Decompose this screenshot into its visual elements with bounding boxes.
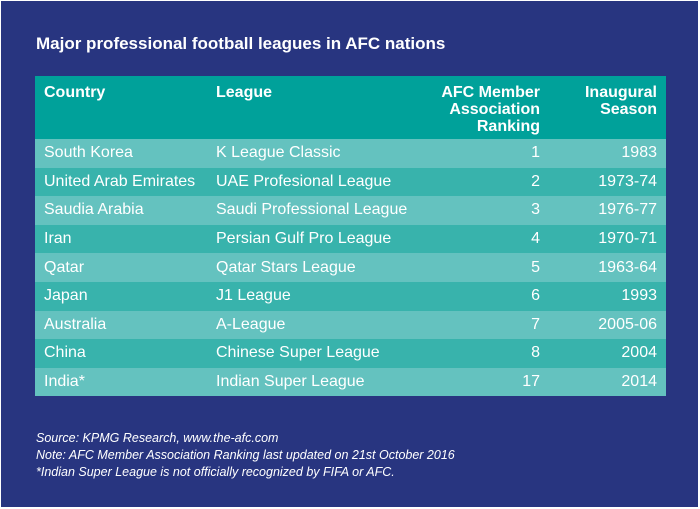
source-notes: Source: KPMG Research, www.the-afc.com N… xyxy=(36,430,455,481)
note-line: Note: AFC Member Association Ranking las… xyxy=(36,448,455,462)
header-season-line: Season xyxy=(600,101,657,118)
table-row: India* Indian Super League 17 2014 xyxy=(35,367,666,397)
footnote-line: *Indian Super League is not officially r… xyxy=(36,465,395,479)
cell-league: K League Classic xyxy=(216,144,341,162)
header-ranking-line: Ranking xyxy=(476,118,540,135)
header-league: League xyxy=(216,84,273,101)
header-ranking-line: Association xyxy=(449,101,540,118)
cell-ranking: 17 xyxy=(522,373,540,391)
cell-country: Japan xyxy=(44,287,88,305)
source-line: Source: KPMG Research, www.the-afc.com xyxy=(36,431,279,445)
header-ranking-line: AFC Member xyxy=(441,84,540,101)
cell-league: Indian Super League xyxy=(216,373,365,391)
table-row: Iran Persian Gulf Pro League 4 1970-71 xyxy=(35,224,666,254)
cell-ranking: 6 xyxy=(531,287,540,305)
header-country: Country xyxy=(44,84,106,101)
cell-country: South Korea xyxy=(44,144,133,162)
cell-league: Saudi Professional League xyxy=(216,201,408,219)
cell-season: 2004 xyxy=(621,344,657,362)
table-row: South Korea K League Classic 1 1983 xyxy=(35,139,666,168)
cell-ranking: 5 xyxy=(531,258,540,276)
cell-ranking: 3 xyxy=(531,201,540,219)
cell-country: Australia xyxy=(44,315,107,333)
table-row: United Arab Emirates UAE Profesional Lea… xyxy=(35,167,666,197)
cell-ranking: 8 xyxy=(531,344,540,362)
cell-country: China xyxy=(44,344,86,362)
cell-country: Qatar xyxy=(44,258,85,276)
cell-season: 1993 xyxy=(621,287,657,305)
cell-country: Saudia Arabia xyxy=(44,201,144,219)
cell-league: A-League xyxy=(216,315,286,333)
cell-league: J1 League xyxy=(216,287,291,305)
cell-season: 1983 xyxy=(621,144,657,162)
cell-league: UAE Profesional League xyxy=(216,172,392,190)
cell-season: 1973-74 xyxy=(598,172,657,190)
table-row: Japan J1 League 6 1993 xyxy=(35,281,666,311)
cell-league: Persian Gulf Pro League xyxy=(216,230,392,248)
table-row: Australia A-League 7 2005-06 xyxy=(35,310,666,340)
cell-ranking: 7 xyxy=(531,315,540,333)
header-season-line: Inaugural xyxy=(584,84,657,101)
table-header-row: Country League AFC Member Association Ra… xyxy=(35,76,666,139)
table-row: China Chinese Super League 8 2004 xyxy=(35,339,666,368)
cell-season: 1970-71 xyxy=(598,230,657,248)
cell-league: Qatar Stars League xyxy=(216,258,356,276)
cell-ranking: 4 xyxy=(531,230,540,248)
cell-ranking: 2 xyxy=(531,172,540,190)
header-ranking: AFC Member Association Ranking xyxy=(415,76,549,139)
cell-season: 1963-64 xyxy=(598,258,657,276)
cell-country: United Arab Emirates xyxy=(44,172,196,190)
table-row: Saudia Arabia Saudi Professional League … xyxy=(35,196,666,225)
table-row: Qatar Qatar Stars League 5 1963-64 xyxy=(35,253,666,282)
page-title: Major professional football leagues in A… xyxy=(36,34,446,53)
cell-season: 2014 xyxy=(621,373,657,391)
cell-league: Chinese Super League xyxy=(216,344,380,362)
cell-country: Iran xyxy=(44,230,72,248)
cell-season: 2005-06 xyxy=(598,315,657,333)
cell-country: India* xyxy=(44,373,85,391)
cell-ranking: 1 xyxy=(531,144,540,162)
header-season: Inaugural Season xyxy=(549,76,666,139)
leagues-table: Country League AFC Member Association Ra… xyxy=(35,76,666,397)
cell-season: 1976-77 xyxy=(598,201,657,219)
